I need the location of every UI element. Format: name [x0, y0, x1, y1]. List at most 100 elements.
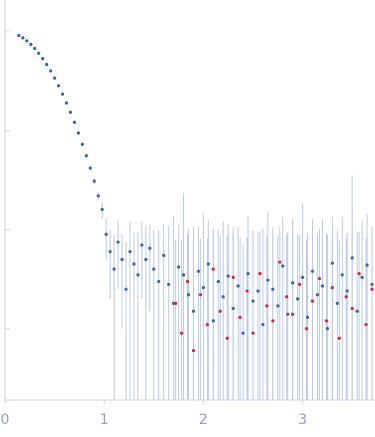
- data-point: [60, 92, 65, 96]
- data-point: [344, 295, 348, 299]
- data-point: [206, 262, 210, 266]
- data-point: [80, 142, 84, 146]
- data-point: [291, 312, 295, 316]
- data-point: [100, 207, 104, 212]
- data-point: [205, 322, 209, 327]
- data-point: [157, 279, 161, 284]
- data-point: [96, 194, 100, 198]
- data-point: [116, 240, 120, 244]
- data-point: [41, 56, 45, 61]
- data-point: [245, 289, 249, 293]
- data-point: [176, 265, 181, 269]
- data-point: [305, 315, 310, 319]
- data-point: [271, 319, 275, 323]
- data-point: [92, 179, 96, 183]
- x-tick-label: 3: [298, 412, 307, 428]
- data-point: [25, 39, 29, 43]
- data-point: [191, 309, 196, 313]
- data-point: [281, 264, 285, 268]
- data-point: [330, 261, 334, 265]
- data-point: [345, 289, 349, 293]
- data-point: [211, 319, 215, 323]
- data-point: [132, 262, 136, 266]
- data-point: [365, 263, 369, 267]
- data-point: [298, 282, 302, 287]
- data-point: [84, 154, 88, 158]
- data-point: [33, 46, 37, 51]
- data-point: [68, 110, 73, 114]
- data-point: [236, 284, 240, 288]
- data-point: [112, 267, 116, 271]
- data-point: [261, 322, 265, 327]
- data-point: [191, 348, 196, 353]
- data-point: [56, 84, 61, 88]
- data-point: [258, 272, 262, 276]
- data-point: [231, 275, 235, 279]
- data-point: [108, 250, 112, 254]
- data-point: [88, 166, 92, 170]
- data-point: [246, 272, 250, 276]
- data-point: [355, 309, 359, 313]
- plot-area: [17, 33, 374, 400]
- data-point: [185, 279, 190, 284]
- data-point: [211, 267, 215, 271]
- data-point: [128, 250, 132, 254]
- data-point: [256, 289, 260, 293]
- data-point: [265, 304, 269, 308]
- data-point: [364, 322, 368, 327]
- data-point: [285, 295, 289, 299]
- data-point: [241, 331, 245, 335]
- data-point: [325, 327, 329, 331]
- data-point: [221, 295, 225, 299]
- data-point: [286, 312, 290, 316]
- data-point: [225, 336, 229, 340]
- data-point: [124, 287, 128, 291]
- data-point: [52, 76, 57, 80]
- data-point: [226, 274, 230, 278]
- data-point: [337, 336, 341, 340]
- data-point: [144, 257, 148, 262]
- data-point: [310, 269, 315, 273]
- data-point: [330, 285, 334, 290]
- data-point: [360, 275, 364, 279]
- data-point: [218, 309, 222, 313]
- data-point: [350, 256, 354, 260]
- data-point: [64, 101, 69, 105]
- x-tick-label: 1: [100, 412, 109, 428]
- data-point: [357, 272, 361, 276]
- data-point: [238, 315, 242, 319]
- data-point: [278, 260, 282, 264]
- data-point: [291, 281, 295, 285]
- data-point: [181, 273, 186, 277]
- data-point: [251, 331, 255, 335]
- data-point: [201, 285, 205, 290]
- x-tick-label: 2: [199, 412, 208, 428]
- data-point: [340, 273, 344, 277]
- data-point: [335, 301, 339, 305]
- data-point: [179, 331, 184, 335]
- data-point: [310, 299, 315, 303]
- data-point: [45, 62, 49, 67]
- data-point: [140, 243, 144, 247]
- data-point: [266, 278, 270, 282]
- data-point: [296, 297, 300, 301]
- data-point: [17, 33, 21, 38]
- data-point: [198, 293, 203, 297]
- data-point: [148, 246, 152, 250]
- data-point: [167, 282, 171, 287]
- data-point: [304, 327, 309, 331]
- data-point: [76, 131, 81, 135]
- data-point: [231, 306, 235, 311]
- data-point: [370, 287, 374, 291]
- x-tick-label: 0: [1, 412, 10, 428]
- data-point: [174, 301, 178, 305]
- data-point: [104, 232, 108, 236]
- data-point: [37, 51, 41, 55]
- data-point: [196, 269, 201, 273]
- data-point: [162, 253, 166, 258]
- data-point: [315, 293, 320, 297]
- data-point: [251, 299, 255, 303]
- data-point: [72, 120, 77, 124]
- data-point: [136, 273, 140, 277]
